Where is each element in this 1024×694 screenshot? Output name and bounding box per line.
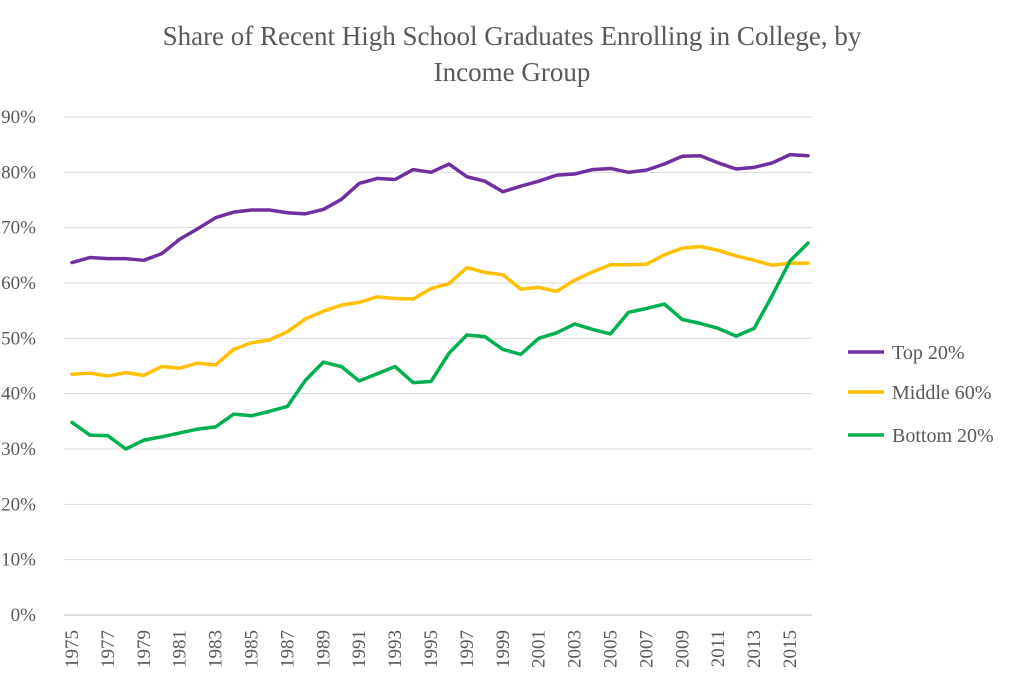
series-line-1 [70,152,810,265]
x-tick-label: 1987 [277,630,298,668]
y-tick-label: 80% [1,162,36,183]
x-tick-label: 2001 [529,630,550,668]
x-tick-label: 1999 [493,630,514,668]
y-tick-label: 60% [1,273,36,294]
legend-label: Top 20% [892,342,964,364]
chart-title: Share of Recent High School Graduates En… [0,18,1024,90]
chart-title-line-2: Income Group [433,57,591,87]
y-tick-label: 10% [1,550,36,571]
x-tick-label: 1989 [313,630,334,668]
x-tick-label: 1993 [385,630,406,668]
x-tick-label: 1997 [457,630,478,668]
y-tick-label: 90% [1,107,36,128]
y-tick-label: 0% [11,605,37,626]
x-tick-label: 2009 [672,630,693,668]
series-lines [70,152,810,451]
y-tick-label: 30% [1,439,36,460]
x-tick-label: 1979 [134,630,155,668]
x-tick-label: 2005 [601,630,622,668]
legend: Top 20% Middle 60% Bottom 20% [848,342,994,447]
y-tick-label: 50% [1,328,36,349]
x-tick-label: 2013 [744,630,765,668]
y-tick-label: 70% [1,218,36,239]
x-tick-label: 2003 [565,630,586,668]
y-tick-label: 20% [1,494,36,515]
x-tick-label: 1991 [349,630,370,668]
gridlines [64,116,812,561]
axes: 0% 10% 20% 30% 40% 50% 60% 70% 80% 90% 1975 1977 197… [1,107,812,668]
x-tick-label: 1977 [98,630,119,668]
chart-title-line-1: Share of Recent High School Graduates En… [162,21,862,51]
x-tick-label: 1995 [421,630,442,668]
x-tick-label: 2011 [708,630,729,667]
legend-label: Middle 60% [892,382,991,404]
x-tick-label: 1981 [170,630,191,668]
x-tick-label: 1983 [206,630,227,668]
x-tick-label: 2007 [636,630,657,668]
y-tick-label: 40% [1,384,36,405]
x-tick-label: 1975 [62,630,83,668]
series-line-3 [70,241,810,451]
series-line-2 [70,244,810,378]
legend-label: Bottom 20% [892,425,994,447]
x-tick-label: 2015 [780,630,801,668]
x-tick-label: 1985 [242,630,263,668]
